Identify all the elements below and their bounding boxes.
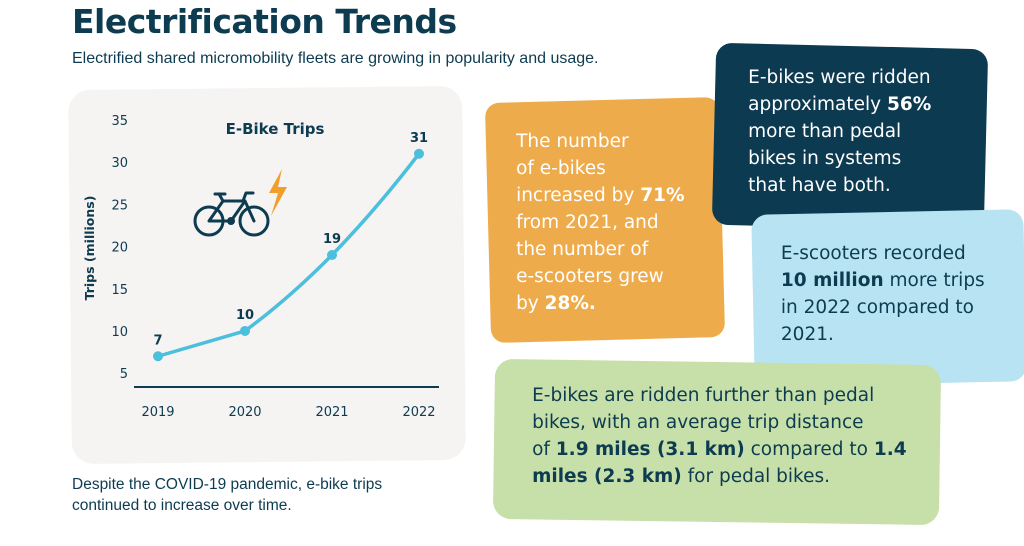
page-subtitle: Electrified shared micromobility fleets … bbox=[72, 50, 599, 67]
x-tick-label: 2022 bbox=[402, 405, 435, 420]
e-bike-trips-chart: E-Bike Trips Trips (millions) 5 10 15 20 25 3… bbox=[82, 114, 439, 420]
stat-71-percent: 71% bbox=[640, 184, 685, 206]
y-tick-label: 20 bbox=[111, 241, 128, 256]
data-label-2020: 10 bbox=[236, 308, 254, 323]
callout-line: increased by 71% bbox=[516, 184, 685, 206]
callout-line: that have both. bbox=[748, 175, 891, 197]
lightning-bolt-icon bbox=[269, 169, 287, 216]
stat-1-9-miles: 1.9 miles (3.1 km) bbox=[555, 439, 745, 461]
callout-line: in 2022 compared to bbox=[780, 296, 974, 318]
callout-lightblue-escooter-trips: E-scooters recorded 10 million more trip… bbox=[751, 209, 1024, 387]
x-tick-label: 2019 bbox=[141, 405, 174, 420]
chart-title: E-Bike Trips bbox=[226, 120, 325, 138]
bicycle-icon bbox=[193, 191, 270, 237]
callout-line: of e-bikes bbox=[516, 157, 606, 179]
callout-line: bikes, with an average trip distance bbox=[532, 412, 864, 434]
x-tick-label: 2020 bbox=[228, 405, 261, 420]
y-tick-label: 10 bbox=[111, 325, 128, 340]
data-label-2019: 7 bbox=[153, 333, 162, 348]
stat-28-percent: 28%. bbox=[544, 292, 596, 314]
callout-line: bikes in systems bbox=[748, 148, 902, 170]
y-axis-label: Trips (millions) bbox=[82, 196, 97, 301]
callout-line: of 1.9 miles (3.1 km) compared to 1.4 bbox=[532, 439, 907, 461]
y-tick-label: 5 bbox=[120, 367, 128, 382]
page-title: Electrification Trends bbox=[72, 2, 457, 41]
y-tick-label: 15 bbox=[111, 283, 128, 298]
x-tick-label: 2021 bbox=[315, 405, 348, 420]
y-tick-label: 35 bbox=[111, 114, 128, 129]
callout-line: the number of bbox=[516, 238, 649, 260]
data-point-2022 bbox=[414, 148, 424, 159]
data-label-2021: 19 bbox=[323, 232, 341, 247]
stat-10-million: 10 million bbox=[780, 269, 884, 291]
y-tick-label: 25 bbox=[111, 198, 128, 213]
stat-1-4: 1.4 bbox=[873, 439, 907, 461]
chart-caption: Despite the COVID-19 pandemic, e-bike tr… bbox=[72, 476, 383, 514]
callout-green-trip-distance: E-bikes are ridden further than pedal bi… bbox=[492, 358, 942, 526]
callout-navy-ebike-usage: E-bikes were ridden approximately 56% mo… bbox=[711, 42, 989, 232]
data-point-2020 bbox=[240, 325, 250, 336]
callout-line: E-bikes were ridden bbox=[748, 67, 931, 89]
callout-line: e-scooters grew bbox=[516, 265, 664, 287]
data-point-2021 bbox=[327, 250, 337, 260]
stat-2-3-km: miles (2.3 km) bbox=[532, 466, 682, 488]
callout-orange-ebike-growth: The number of e-bikes increased by 71% f… bbox=[484, 96, 726, 344]
callout-line: more than pedal bbox=[748, 121, 902, 143]
callout-line: 2021. bbox=[780, 323, 834, 345]
callout-line: approximately 56% bbox=[748, 94, 932, 116]
callout-line: by 28%. bbox=[516, 292, 596, 314]
data-label-2022: 31 bbox=[410, 131, 428, 146]
data-point-2019 bbox=[153, 351, 163, 362]
callout-line: from 2021, and bbox=[516, 211, 659, 233]
e-bike-trips-line bbox=[156, 152, 421, 358]
callout-line: The number bbox=[516, 130, 629, 152]
callout-line: miles (2.3 km) for pedal bikes. bbox=[532, 466, 831, 488]
y-tick-label: 30 bbox=[111, 156, 128, 171]
callout-line: 10 million more trips bbox=[780, 269, 985, 291]
callout-line: E-scooters recorded bbox=[780, 242, 966, 264]
stat-56-percent: 56% bbox=[886, 94, 932, 116]
callout-line: E-bikes are ridden further than pedal bbox=[532, 385, 875, 407]
